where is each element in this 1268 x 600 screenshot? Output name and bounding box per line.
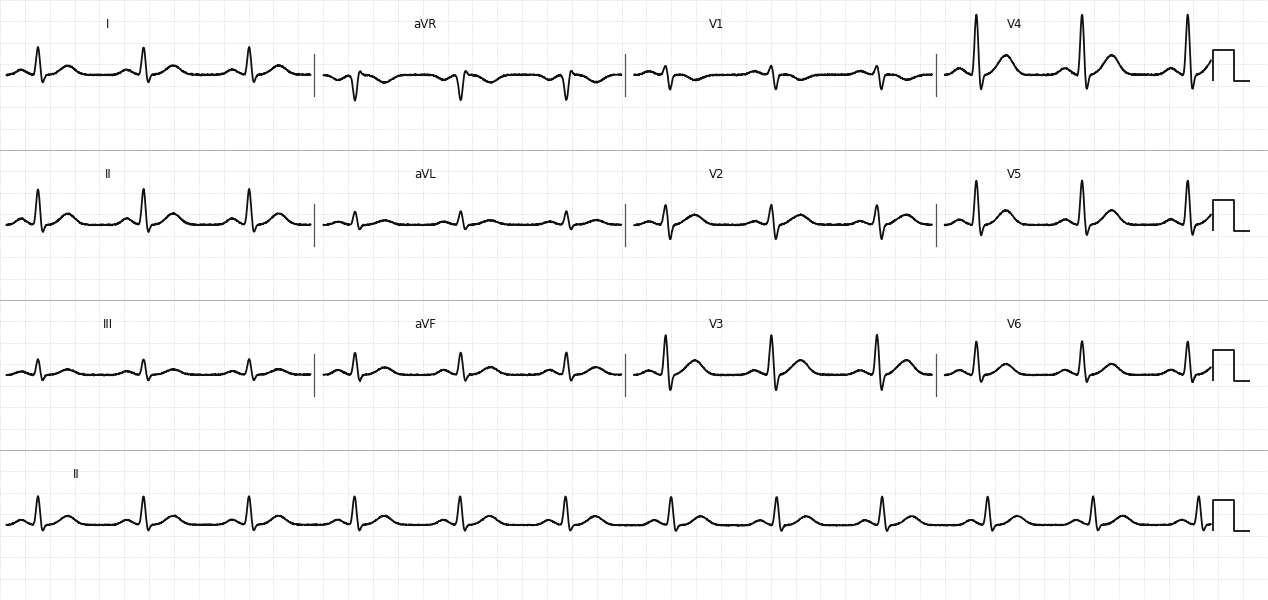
Text: aVF: aVF	[413, 318, 436, 331]
Text: II: II	[104, 168, 112, 181]
Text: I: I	[107, 18, 109, 31]
Text: V3: V3	[709, 318, 724, 331]
Text: aVL: aVL	[413, 168, 436, 181]
Text: aVR: aVR	[413, 18, 436, 31]
Text: V1: V1	[709, 18, 724, 31]
Text: II: II	[72, 468, 80, 481]
Text: III: III	[103, 318, 113, 331]
Text: V2: V2	[709, 168, 724, 181]
Text: V5: V5	[1007, 168, 1022, 181]
Text: V4: V4	[1007, 18, 1022, 31]
Text: V6: V6	[1007, 318, 1022, 331]
